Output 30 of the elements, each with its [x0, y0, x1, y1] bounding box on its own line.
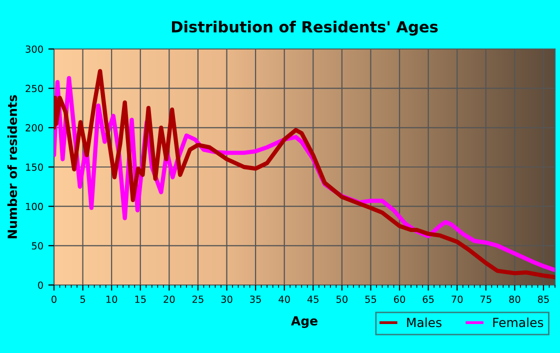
- x-tick-label: 85: [538, 296, 549, 303]
- chart-title: Distribution of Residents' Ages: [172, 20, 438, 36]
- x-tick-label: 20: [164, 296, 175, 303]
- x-tick-label: 10: [106, 296, 118, 303]
- x-tick-label: 60: [394, 296, 406, 303]
- x-tick-label: 15: [135, 296, 146, 303]
- x-tick-label: 65: [422, 296, 434, 303]
- legend-label: Females: [493, 317, 544, 328]
- x-tick-label: 70: [452, 296, 463, 303]
- x-tick-label: 25: [192, 296, 204, 303]
- x-axis-title: Age: [291, 316, 318, 328]
- x-tick-label: 75: [480, 296, 492, 303]
- y-tick-label: 100: [26, 202, 43, 210]
- x-tick-label: 45: [307, 296, 318, 303]
- x-tick-label: 40: [278, 296, 290, 303]
- y-tick-label: 150: [26, 163, 43, 171]
- x-tick-label: 80: [509, 296, 520, 303]
- y-tick-label: 250: [26, 84, 43, 92]
- y-tick-label: 0: [38, 281, 43, 289]
- y-tick-label: 200: [26, 124, 43, 132]
- x-tick-label: 30: [221, 296, 232, 303]
- x-tick-label: 35: [250, 296, 261, 303]
- y-tick-label: 300: [26, 45, 43, 53]
- y-axis-title: Number of residents: [7, 95, 18, 238]
- x-tick-label: 50: [336, 296, 348, 303]
- x-tick-label: 55: [365, 296, 376, 303]
- x-tick-label: 0: [52, 296, 56, 303]
- legend-label: Males: [407, 317, 442, 328]
- y-tick-label: 50: [32, 242, 43, 250]
- x-tick-label: 5: [80, 296, 86, 303]
